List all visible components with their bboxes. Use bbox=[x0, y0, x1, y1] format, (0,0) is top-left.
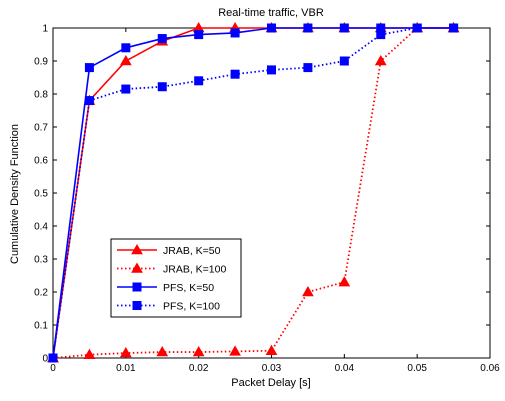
data-point bbox=[230, 69, 240, 79]
data-point bbox=[339, 56, 349, 66]
legend-label: JRAB, K=50 bbox=[163, 245, 221, 257]
data-point bbox=[119, 347, 132, 358]
data-point bbox=[449, 23, 459, 33]
y-tick-label: 0.6 bbox=[34, 156, 48, 167]
data-point bbox=[121, 43, 131, 53]
data-point bbox=[267, 65, 276, 75]
x-tick-label: 0.06 bbox=[480, 363, 500, 374]
data-point bbox=[194, 30, 204, 40]
data-point bbox=[121, 84, 131, 94]
x-tick-label: 0.02 bbox=[189, 363, 209, 374]
legend-label: PFS, K=50 bbox=[163, 282, 214, 294]
data-point bbox=[157, 82, 167, 92]
data-point bbox=[194, 76, 204, 86]
legend-marker bbox=[132, 301, 142, 310]
y-tick-label: 0 bbox=[42, 354, 48, 365]
legend-marker bbox=[132, 282, 142, 292]
legend-entry: JRAB, K=50 bbox=[117, 243, 221, 257]
y-axis-label: Cumulative Density Function bbox=[9, 124, 21, 264]
legend-entry: PFS, K=50 bbox=[117, 282, 214, 294]
data-point bbox=[267, 23, 276, 33]
y-tick-label: 1 bbox=[42, 24, 48, 35]
data-point bbox=[339, 23, 349, 33]
data-point bbox=[157, 34, 167, 44]
x-axis-label: Packet Delay [s] bbox=[231, 377, 310, 389]
y-tick-label: 0.9 bbox=[34, 57, 48, 68]
y-tick-label: 0.8 bbox=[34, 90, 48, 101]
y-tick-label: 0.1 bbox=[34, 321, 48, 332]
x-tick-label: 0.04 bbox=[335, 363, 355, 374]
legend-label: PFS, K=100 bbox=[163, 301, 220, 313]
legend-label: JRAB, K=100 bbox=[163, 264, 226, 276]
y-tick-label: 0.7 bbox=[34, 123, 48, 134]
data-point bbox=[84, 96, 94, 106]
data-point bbox=[156, 346, 169, 357]
legend: JRAB, K=50 JRAB, K=100 PFS, K=50 PFS, K=100 bbox=[110, 238, 242, 318]
x-tick-label: 0 bbox=[50, 363, 56, 374]
plot-area: 0 0.01 0.02 0.03 0.04 0.05 0.06 0 0.1 0.2 0.3 0.4 0.… bbox=[34, 21, 500, 374]
data-point bbox=[412, 23, 422, 33]
legend-marker bbox=[131, 243, 143, 255]
data-point bbox=[83, 348, 96, 359]
series-line bbox=[52, 27, 454, 359]
data-point bbox=[374, 54, 387, 66]
series-3 bbox=[48, 23, 459, 363]
series-line bbox=[52, 27, 454, 359]
data-point bbox=[84, 63, 94, 73]
data-point bbox=[119, 54, 132, 66]
data-point bbox=[303, 23, 313, 33]
x-tick-label: 0.01 bbox=[116, 363, 136, 374]
data-point bbox=[230, 28, 240, 38]
x-tick-label: 0.05 bbox=[407, 363, 427, 374]
chart-title: Real-time traffic, VBR bbox=[218, 7, 324, 19]
data-point bbox=[338, 276, 351, 287]
data-point bbox=[229, 345, 241, 356]
legend-marker bbox=[131, 262, 143, 273]
x-tick-label: 0.03 bbox=[262, 363, 282, 374]
data-point bbox=[265, 344, 278, 355]
legend-entry: JRAB, K=100 bbox=[117, 262, 226, 276]
legend-entry: PFS, K=100 bbox=[117, 301, 220, 313]
y-tick-label: 0.3 bbox=[34, 255, 48, 266]
y-tick-label: 0.4 bbox=[34, 222, 48, 233]
y-tick-label: 0.5 bbox=[34, 189, 48, 200]
y-tick-label: 0.2 bbox=[34, 288, 48, 299]
data-point bbox=[48, 353, 58, 363]
data-point bbox=[303, 63, 313, 73]
data-point bbox=[192, 346, 205, 357]
data-point bbox=[376, 30, 386, 40]
data-point bbox=[302, 285, 314, 297]
